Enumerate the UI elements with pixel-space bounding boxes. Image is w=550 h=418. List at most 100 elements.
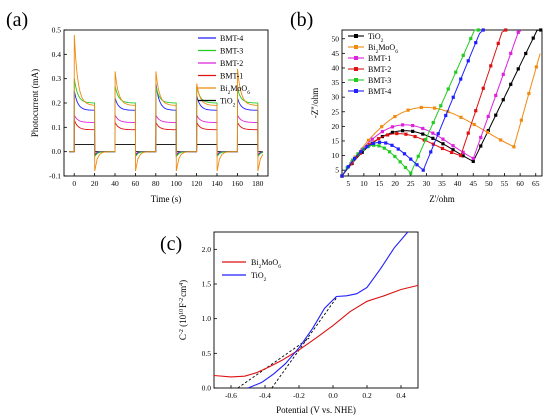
- nyquist-point: [461, 154, 465, 158]
- axis-ticks-b: 5 10 15 20 25 30 35 40 45 50 55 60 65 5 10 15 20 25 30 35 40…: [332, 34, 540, 188]
- nyquist-point: [382, 146, 386, 150]
- y-tick-label: 20: [332, 122, 340, 131]
- x-tick-label: 0: [72, 179, 76, 188]
- nyquist-point: [509, 51, 513, 55]
- nyquist-point: [466, 131, 470, 135]
- tangent-line: [271, 297, 337, 389]
- nyquist-point: [486, 128, 490, 133]
- nyquist-point: [504, 28, 508, 32]
- nyquist-point: [406, 108, 410, 112]
- nyquist-point: [365, 145, 369, 149]
- legend-marker: [354, 45, 358, 49]
- nyquist-point: [481, 86, 485, 90]
- axis-ticks-c: -0.6 -0.4 -0.2 0.0 0.2 0.4 0.0 0.5 1.0 1.5 2.0: [202, 245, 406, 400]
- nyquist-point: [359, 150, 363, 154]
- legend-label: BMT-2: [368, 65, 391, 74]
- nyquist-point: [451, 95, 455, 99]
- nyquist-point: [444, 113, 448, 118]
- legend-marker: [354, 56, 358, 60]
- nyquist-point: [411, 123, 415, 128]
- nyquist-point: [352, 156, 357, 161]
- x-tick-label: 15: [376, 179, 384, 188]
- nyquist-point: [512, 145, 516, 149]
- nyquist-point: [431, 121, 435, 125]
- nyquist-point: [409, 171, 413, 175]
- nyquist-point: [459, 77, 463, 81]
- x-axis-label-c: Potential (V vs. NHE): [276, 405, 356, 415]
- panel-label-c: (c): [160, 233, 182, 255]
- nyquist-point: [387, 150, 392, 154]
- nyquist-point: [461, 53, 465, 57]
- x-tick-label: -0.6: [225, 391, 237, 400]
- nyquist-point: [390, 143, 394, 147]
- nyquist-point: [501, 98, 505, 102]
- legend-label: BMT-1: [368, 54, 391, 63]
- nyquist-point: [411, 129, 415, 133]
- nyquist-point: [409, 157, 413, 161]
- nyquist-point: [340, 174, 344, 178]
- nyquist-point: [486, 114, 490, 119]
- x-tick-label: 50: [485, 179, 493, 188]
- nyquist-point: [439, 104, 443, 108]
- y-tick-label: -0.1: [49, 172, 61, 181]
- y-tick-label: 10: [332, 151, 340, 160]
- nyquist-point: [429, 150, 433, 154]
- x-tick-label: 30: [423, 179, 431, 188]
- series-lines-a: [69, 34, 264, 172]
- nyquist-point: [494, 113, 498, 117]
- series-line-bi2moo6: [69, 34, 264, 172]
- nyquist-point: [451, 148, 455, 152]
- x-tick-label: 35: [438, 179, 446, 188]
- nyquist-point: [415, 163, 419, 167]
- nyquist-line-bmt-4: [341, 29, 484, 177]
- mott-schottky-line-tio2: [247, 231, 409, 389]
- nyquist-line-bi2moo6: [341, 53, 541, 177]
- y-tick-label: 30: [332, 93, 340, 102]
- x-tick-label: 65: [532, 179, 540, 188]
- nyquist-point: [494, 93, 498, 98]
- nyquist-point: [421, 168, 425, 172]
- nyquist-point: [472, 122, 476, 127]
- nyquist-point: [390, 130, 395, 134]
- nyquist-point: [416, 154, 420, 158]
- panel-b: (b) 5 10 15 20 25 30 35 40 45 50 55 60 65 5 10 15 20 25 30…: [290, 9, 543, 204]
- nyquist-point: [377, 144, 381, 148]
- nyquist-point: [451, 144, 455, 148]
- nyquist-point: [485, 130, 490, 134]
- y-tick-label: 0.0: [202, 384, 212, 393]
- nyquist-point: [446, 87, 450, 91]
- y-tick-label: 0.0: [52, 147, 62, 156]
- nyquist-point: [531, 36, 535, 40]
- nyquist-point: [431, 136, 435, 140]
- nyquist-point: [519, 118, 523, 122]
- legend-marker: [354, 78, 358, 82]
- nyquist-point: [421, 126, 425, 131]
- x-tick-label: 180: [252, 179, 264, 188]
- y-tick-label: 40: [332, 63, 340, 72]
- panel-label-b: (b): [290, 9, 313, 31]
- legend-label: BMT-1: [220, 72, 243, 81]
- tangent-line: [237, 337, 310, 389]
- nyquist-point: [376, 137, 381, 141]
- nyquist-point: [403, 165, 408, 170]
- nyquist-point: [516, 67, 520, 71]
- x-tick-label: 45: [470, 179, 478, 188]
- nyquist-point: [489, 64, 493, 68]
- nyquist-point: [461, 150, 465, 154]
- x-tick-label: 20: [91, 179, 99, 188]
- nyquist-point: [421, 132, 425, 136]
- series-line-tio2: [69, 143, 263, 153]
- nyquist-point: [436, 132, 440, 136]
- nyquist-point: [419, 105, 423, 110]
- x-tick-label: 120: [191, 179, 203, 188]
- nyquist-point: [396, 147, 400, 151]
- nyquist-point: [400, 129, 405, 133]
- x-tick-label: 0.0: [328, 391, 338, 400]
- x-tick-label: 60: [516, 179, 524, 188]
- nyquist-line-bmt-1: [341, 29, 523, 177]
- nyquist-point: [393, 154, 397, 159]
- nyquist-line-bmt-3: [341, 29, 479, 177]
- nyquist-point: [349, 162, 353, 166]
- panel-c: (c) -0.6 -0.4 -0.2 0.0 0.2 0.4 0.0 0.5 1.0 1.5 2.0…: [160, 231, 419, 415]
- x-tick-label: 0.2: [362, 391, 372, 400]
